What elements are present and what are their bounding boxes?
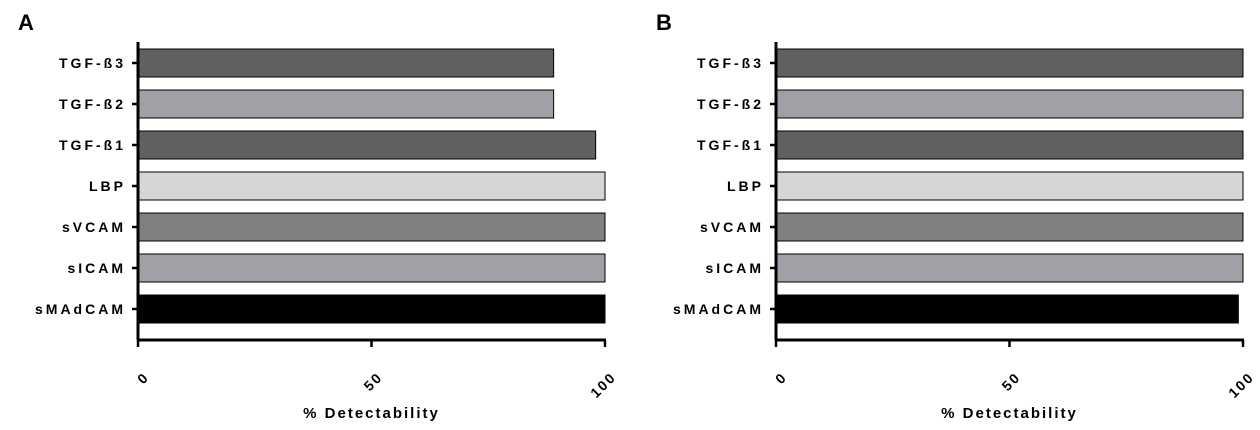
bar-svcam: [137, 212, 606, 242]
y-tick-label: sICAM: [67, 260, 126, 276]
y-tick-label: TGF-ß1: [697, 137, 764, 153]
bar-smadcam: [775, 294, 1239, 324]
x-tick-label: 100: [587, 369, 619, 401]
bar-sicam: [775, 253, 1244, 283]
bar-tgf-2: [137, 89, 555, 119]
y-tick-label: TGF-ß2: [59, 96, 126, 112]
bar-lbp: [137, 171, 606, 201]
y-tick-label: LBP: [727, 178, 764, 194]
x-tick-label: 50: [998, 369, 1023, 394]
x-tick-label: 0: [772, 369, 790, 387]
y-tick-label: LBP: [89, 178, 126, 194]
y-tick-label: sVCAM: [62, 219, 126, 235]
panel-label: B: [656, 10, 672, 35]
x-axis-title: % Detectability: [941, 405, 1078, 422]
bar-tgf-2: [775, 89, 1244, 119]
x-tick-label: 100: [1225, 369, 1257, 401]
bar-tgf-1: [775, 130, 1244, 160]
y-tick-label: sMAdCAM: [673, 301, 764, 317]
bar-tgf-1: [137, 130, 597, 160]
y-tick-label: sMAdCAM: [35, 301, 126, 317]
bar-sicam: [137, 253, 606, 283]
y-tick-label: sICAM: [705, 260, 764, 276]
x-axis-title: % Detectability: [303, 405, 440, 422]
panel-label: A: [18, 10, 34, 35]
y-tick-label: TGF-ß2: [697, 96, 764, 112]
bar-tgf-3: [775, 48, 1244, 78]
x-tick-label: 0: [134, 369, 152, 387]
x-tick-label: 50: [360, 369, 385, 394]
y-tick-label: sVCAM: [700, 219, 764, 235]
bar-tgf-3: [137, 48, 555, 78]
bar-smadcam: [137, 294, 606, 324]
bar-svcam: [775, 212, 1244, 242]
bar-lbp: [775, 171, 1244, 201]
y-tick-label: TGF-ß3: [697, 55, 764, 71]
y-tick-label: TGF-ß1: [59, 137, 126, 153]
panel-a: A TGF-ß3 TGF-ß2 TGF-ß1 LBP sVCAM sICAM sMAdCAM 0…: [18, 10, 619, 422]
y-tick-label: TGF-ß3: [59, 55, 126, 71]
panel-b: B TGF-ß3 TGF-ß2 TGF-ß1 LBP sVCAM sICAM sMAdCAM 0…: [656, 10, 1257, 422]
